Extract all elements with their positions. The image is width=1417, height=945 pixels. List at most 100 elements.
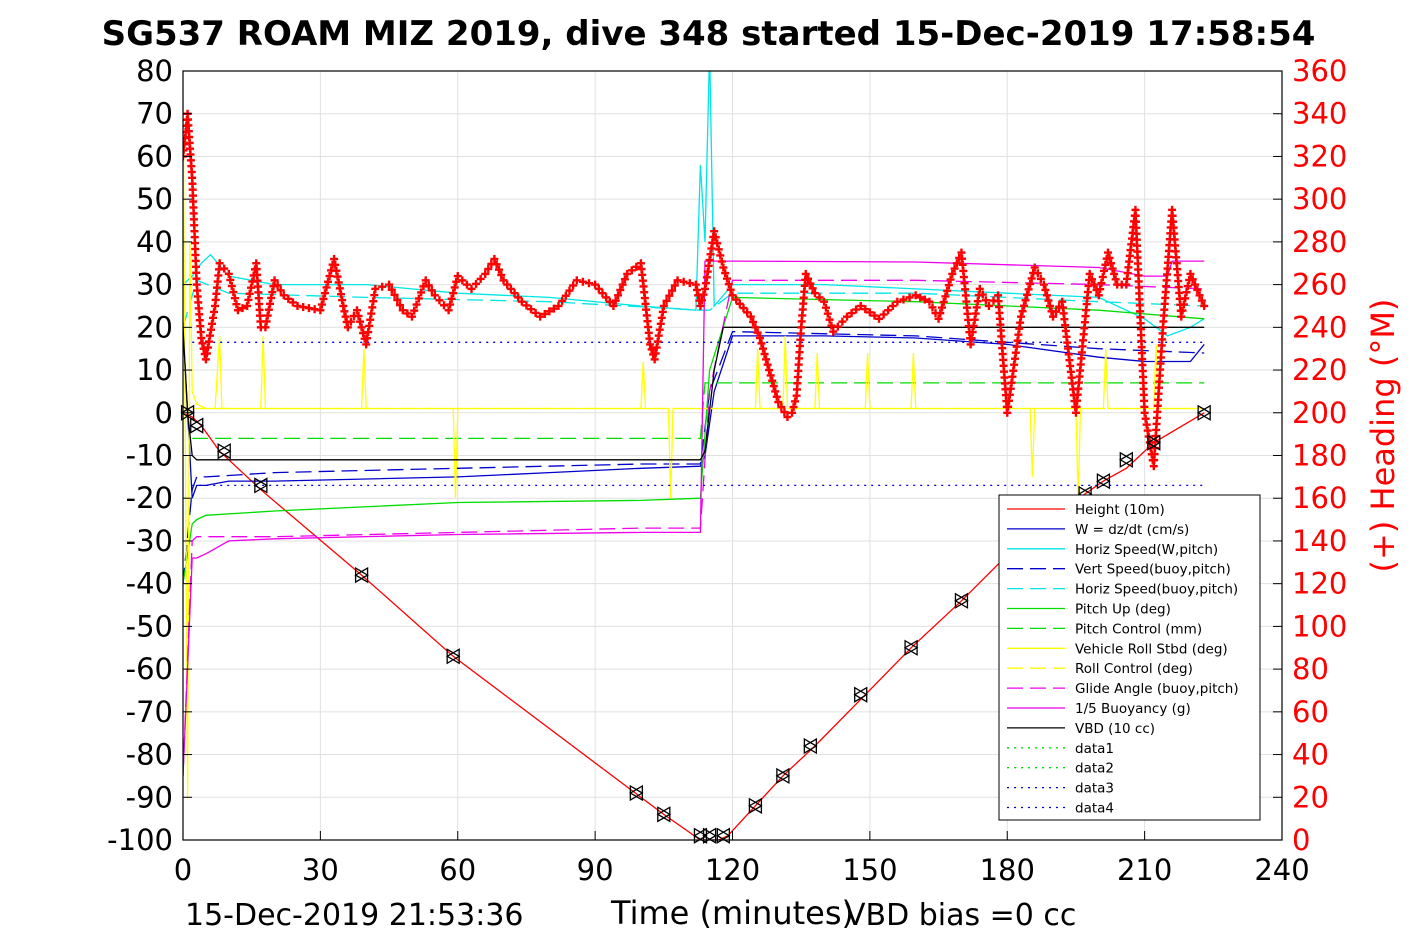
heading-point bbox=[247, 283, 256, 292]
heading-point bbox=[572, 276, 581, 285]
heading-point bbox=[696, 301, 705, 310]
heading-point bbox=[772, 392, 781, 401]
heading-point bbox=[975, 284, 984, 293]
heading-point bbox=[346, 317, 355, 326]
heading-point bbox=[759, 344, 768, 353]
heading-point bbox=[1033, 269, 1042, 278]
heading-point bbox=[746, 312, 755, 321]
series-line-10 bbox=[183, 260, 1205, 776]
heading-point bbox=[948, 269, 957, 278]
heading-point bbox=[763, 360, 772, 369]
heading-point bbox=[780, 408, 789, 417]
heading-point bbox=[939, 297, 948, 306]
y-tick-label: 60 bbox=[136, 139, 173, 173]
heading-point bbox=[387, 285, 396, 294]
heading-point bbox=[743, 308, 752, 317]
heading-point bbox=[490, 254, 499, 263]
heading-point bbox=[393, 295, 402, 304]
x-tick-label: 150 bbox=[842, 853, 897, 887]
heading-point bbox=[1101, 260, 1110, 269]
heading-point bbox=[789, 403, 798, 412]
legend-label-12: data1 bbox=[1075, 741, 1114, 757]
heading-point bbox=[732, 295, 741, 304]
heading-point bbox=[224, 269, 233, 278]
heading-point bbox=[950, 264, 959, 273]
heading-point bbox=[1016, 312, 1025, 321]
heading-point bbox=[452, 277, 461, 286]
heading-point bbox=[549, 304, 558, 313]
heading-point bbox=[865, 308, 874, 317]
heading-point bbox=[462, 280, 471, 289]
depth-marker bbox=[656, 806, 672, 823]
y-tick-label: 80 bbox=[136, 54, 173, 88]
heading-point bbox=[450, 283, 459, 292]
heading-point bbox=[861, 305, 870, 314]
heading-point bbox=[1193, 285, 1202, 294]
x-tick-label: 60 bbox=[439, 853, 476, 887]
heading-point bbox=[317, 300, 326, 309]
heading-point bbox=[820, 297, 829, 306]
depth-marker bbox=[1146, 434, 1162, 451]
depth-marker bbox=[354, 566, 369, 584]
heading-point bbox=[238, 304, 247, 313]
heading-point bbox=[229, 288, 238, 297]
heading-point bbox=[616, 285, 625, 294]
heading-point bbox=[673, 276, 682, 285]
heading-point bbox=[934, 314, 943, 323]
heading-point bbox=[726, 285, 735, 294]
heading-point bbox=[1018, 307, 1027, 316]
y-tick-label: -60 bbox=[126, 652, 173, 686]
heading-point bbox=[284, 294, 293, 303]
legend-label-6: Pitch Control (mm) bbox=[1075, 621, 1202, 637]
heading-point bbox=[685, 279, 694, 288]
heading-point bbox=[810, 289, 819, 298]
heading-point bbox=[522, 301, 531, 310]
heading-point bbox=[852, 305, 861, 314]
heading-point bbox=[427, 286, 436, 295]
heading-point bbox=[506, 284, 515, 293]
heading-point bbox=[354, 311, 363, 320]
y-right-tick-label: 20 bbox=[1292, 780, 1329, 814]
heading-point bbox=[319, 294, 328, 303]
heading-point bbox=[944, 281, 953, 290]
legend-label-5: Pitch Up (deg) bbox=[1075, 602, 1171, 618]
legend-label-4: Horiz Speed(buoy,pitch) bbox=[1075, 582, 1238, 598]
heading-point bbox=[769, 382, 778, 391]
heading-point bbox=[905, 293, 914, 302]
heading-point bbox=[1197, 296, 1206, 305]
heading-point bbox=[609, 301, 618, 310]
heading-point bbox=[719, 263, 728, 272]
heading-point bbox=[788, 408, 797, 417]
heading-point bbox=[578, 277, 587, 286]
depth-marker bbox=[803, 737, 818, 755]
heading-point bbox=[514, 293, 523, 302]
heading-point bbox=[943, 286, 952, 295]
heading-point bbox=[343, 323, 352, 332]
heading-point bbox=[697, 296, 706, 305]
heading-point bbox=[230, 294, 239, 303]
y-tick-label: 20 bbox=[136, 310, 173, 344]
y-tick-label: 0 bbox=[155, 396, 173, 430]
y-right-tick-label: 40 bbox=[1292, 738, 1329, 772]
heading-point bbox=[385, 280, 394, 289]
heading-point bbox=[815, 293, 824, 302]
heading-point bbox=[1183, 282, 1192, 291]
y-tick-label: -10 bbox=[126, 439, 173, 473]
heading-point bbox=[952, 259, 961, 268]
heading-point bbox=[407, 312, 416, 321]
heading-point bbox=[1107, 259, 1116, 268]
heading-point bbox=[875, 314, 884, 323]
heading-point bbox=[717, 257, 726, 266]
heading-point bbox=[614, 291, 623, 300]
heading-point bbox=[941, 292, 950, 301]
heading-point bbox=[833, 322, 842, 331]
y-right-tick-label: 0 bbox=[1292, 823, 1310, 857]
heading-point bbox=[821, 303, 830, 312]
heading-point bbox=[357, 323, 366, 332]
heading-point bbox=[710, 227, 719, 236]
x-tick-label: 180 bbox=[980, 853, 1035, 887]
heading-point bbox=[540, 309, 549, 318]
heading-point bbox=[1042, 291, 1051, 300]
heading-point bbox=[1111, 275, 1120, 284]
heading-point bbox=[755, 334, 764, 343]
